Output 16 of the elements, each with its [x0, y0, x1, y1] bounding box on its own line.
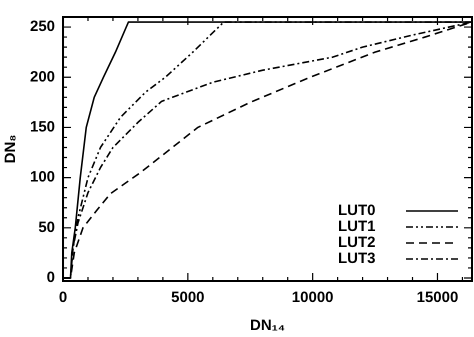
legend-label: LUT0: [338, 202, 376, 220]
x-tick-label: 5000: [171, 289, 205, 306]
y-tick-label: 250: [30, 18, 56, 36]
legend-label: LUT3: [338, 250, 376, 268]
legend-label: LUT1: [338, 218, 376, 236]
y-tick-label: 0: [46, 269, 56, 286]
x-tick-label: 0: [58, 289, 68, 306]
legend-label: LUT2: [338, 234, 376, 252]
y-tick-label: 150: [30, 118, 56, 136]
x-axis-title: DN₁₄: [250, 317, 286, 334]
y-tick-label: 50: [38, 218, 56, 236]
x-tick-label: 15000: [416, 289, 458, 306]
y-tick-label: 100: [30, 168, 56, 186]
y-tick-label: 200: [30, 68, 56, 86]
y-axis-title: DN₈: [2, 134, 20, 164]
x-tick-label: 10000: [292, 289, 334, 306]
